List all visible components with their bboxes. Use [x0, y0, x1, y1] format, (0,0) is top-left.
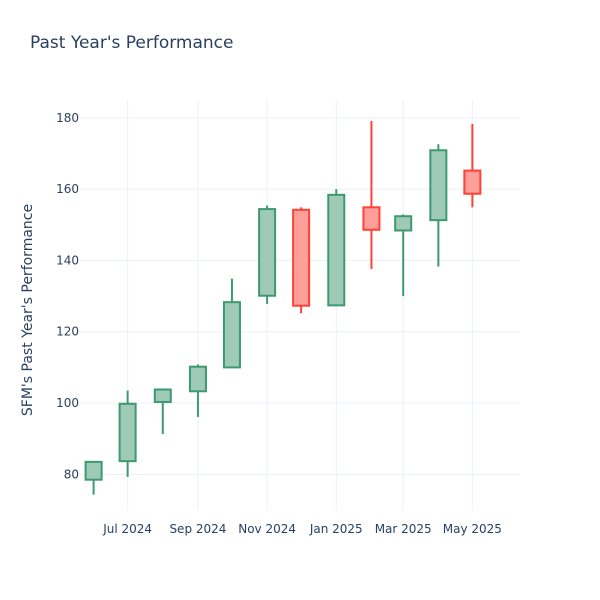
candle-decreasing[interactable]: [292, 207, 311, 314]
candle-body: [188, 365, 207, 393]
candle-body: [429, 149, 448, 222]
candle-increasing[interactable]: [327, 189, 346, 307]
candle-body: [292, 208, 311, 307]
x-axis-ticks: Jul 2024 Sep 2024 Nov 2024 Jan 2025 Mar 2025…: [102, 522, 502, 536]
y-tick-label: 100: [56, 396, 79, 410]
candle-body: [327, 193, 346, 307]
x-tick-label: Nov 2024: [238, 522, 296, 536]
candle-increasing[interactable]: [222, 278, 241, 369]
candle-body: [222, 301, 241, 369]
candle-decreasing[interactable]: [463, 123, 482, 208]
candle-increasing[interactable]: [258, 205, 277, 304]
y-axis-title: SFM's Past Year's Performance: [20, 204, 36, 416]
x-tick-label: May 2025: [443, 522, 502, 536]
candle-body: [153, 388, 172, 403]
y-axis-ticks: 80 100 120 140 160 180: [56, 111, 79, 482]
x-tick-label: Jul 2024: [102, 522, 152, 536]
candle-increasing[interactable]: [429, 144, 448, 267]
y-tick-label: 140: [56, 253, 79, 267]
candle-increasing[interactable]: [118, 390, 137, 477]
candle-body: [84, 460, 103, 481]
y-tick-label: 160: [56, 182, 79, 196]
x-tick-label: Jan 2025: [309, 522, 363, 536]
candle-body: [118, 402, 137, 463]
candle-body: [394, 215, 413, 232]
y-tick-label: 120: [56, 325, 79, 339]
candle-increasing[interactable]: [188, 364, 207, 417]
candle-increasing[interactable]: [153, 388, 172, 435]
candles: [84, 121, 482, 495]
candle-body: [258, 208, 277, 297]
y-tick-label: 180: [56, 111, 79, 125]
x-tick-label: Mar 2025: [375, 522, 432, 536]
candle-body: [362, 206, 381, 231]
x-tick-label: Sep 2024: [169, 522, 226, 536]
candle-decreasing[interactable]: [362, 121, 381, 269]
chart-title: Past Year's Performance: [30, 33, 234, 53]
candle-increasing[interactable]: [394, 214, 413, 297]
candle-increasing[interactable]: [84, 460, 103, 495]
candle-body: [463, 169, 482, 195]
y-tick-label: 80: [64, 467, 79, 481]
